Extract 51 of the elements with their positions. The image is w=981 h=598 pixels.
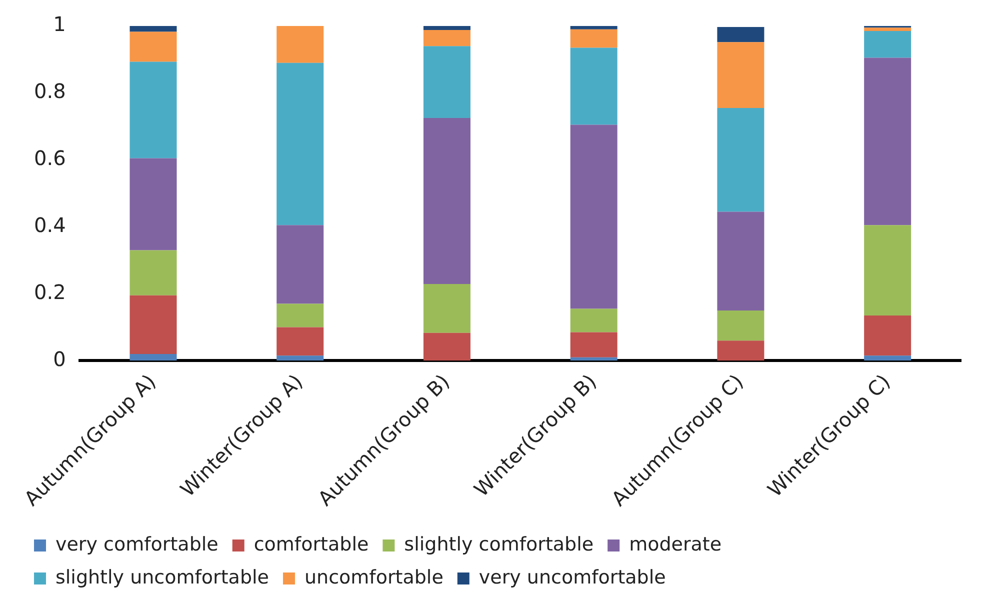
legend-label: comfortable: [254, 533, 369, 556]
bar: [423, 332, 470, 361]
bar: [130, 354, 177, 361]
bar: [276, 327, 324, 356]
bar: [570, 308, 618, 332]
bar: [423, 26, 470, 30]
bar: [717, 212, 764, 310]
y-tick-label: 0.8: [34, 79, 66, 104]
bar: [864, 28, 912, 32]
legend-label: very uncomfortable: [478, 566, 666, 588]
bar: [717, 108, 764, 212]
bar: [130, 32, 177, 62]
y-tick-label: 1: [53, 12, 66, 36]
bar: [717, 27, 764, 42]
bar: [130, 62, 177, 158]
bar: [717, 310, 764, 341]
bar: [276, 304, 324, 328]
y-tick-label: 0.6: [34, 146, 66, 170]
bar: [570, 332, 618, 358]
bar: [864, 31, 912, 58]
bar: [864, 225, 912, 316]
bar: [423, 284, 470, 333]
y-tick-label: 0: [53, 346, 66, 371]
bar: [423, 46, 470, 118]
bar: [717, 340, 764, 361]
bar: [570, 26, 618, 30]
bar: [570, 124, 618, 309]
bar: [423, 118, 470, 284]
bar: [130, 250, 177, 296]
bar: [130, 158, 177, 250]
bar: [717, 42, 764, 108]
legend-label: slightly comfortable: [404, 533, 594, 556]
bar: [423, 30, 470, 46]
legend-label: very comfortable: [56, 533, 218, 556]
bar: [570, 48, 618, 125]
bar: [570, 29, 618, 48]
bar: [130, 295, 177, 354]
legend-label: slightly uncomfortable: [56, 566, 269, 588]
legend-label: moderate: [629, 533, 722, 556]
bar: [864, 316, 912, 356]
bar: [276, 225, 324, 304]
bar: [276, 62, 324, 226]
y-tick-label: 0.4: [34, 213, 66, 238]
bar: [130, 26, 177, 32]
y-tick-label: 0.2: [34, 280, 66, 304]
bar: [276, 26, 324, 63]
bar: [276, 356, 324, 361]
bar: [570, 357, 618, 361]
bar: [864, 58, 912, 226]
legend-label: uncomfortable: [304, 566, 444, 588]
bar: [864, 356, 912, 361]
